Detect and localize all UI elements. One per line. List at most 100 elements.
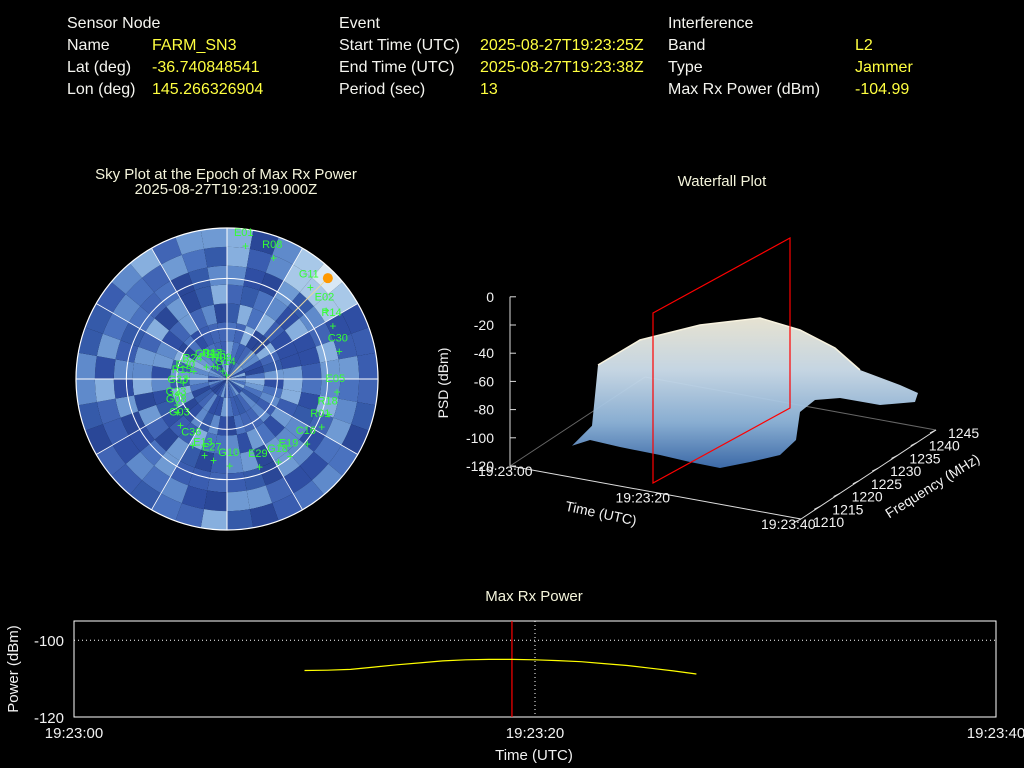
- sky-cell: [142, 465, 171, 494]
- sky-cell: [255, 397, 277, 416]
- satellite-label: G03: [169, 406, 190, 418]
- sky-cell: [236, 432, 253, 454]
- sky-cell: [208, 343, 221, 363]
- max-rx-power-title: Max Rx Power: [485, 588, 583, 605]
- satellite-label: E29: [248, 448, 268, 460]
- sky-cell: [227, 372, 246, 379]
- sky-cell: [210, 379, 227, 392]
- sky-cell: [128, 426, 155, 452]
- psd-surface-ridge: [597, 317, 861, 371]
- sky-cell: [207, 414, 221, 435]
- sky-cell: [151, 493, 182, 521]
- waterfall-plot: 0 -20 -40 -60 -80 -100 -120 PSD (dBm) 19:23:00 19…: [435, 236, 982, 532]
- sky-cell: [140, 439, 167, 466]
- sky-cell: [189, 428, 208, 450]
- sky-cell: [240, 286, 260, 309]
- satellite-label: R09: [211, 352, 231, 364]
- sky-cell: [201, 432, 218, 454]
- sky-cell: [240, 449, 260, 472]
- frequency-tick: [833, 493, 840, 498]
- satellite-label: G33: [167, 374, 188, 386]
- sky-cell: [175, 230, 205, 255]
- sky-cell: [241, 354, 260, 370]
- satellite-marker: +: [318, 420, 325, 434]
- sky-cell: [313, 294, 342, 323]
- sky-cell: [297, 392, 320, 412]
- satellite-marker: +: [183, 371, 190, 385]
- sky-cell: [236, 346, 252, 365]
- sky-cell: [201, 304, 218, 326]
- sky-cell: [76, 352, 97, 379]
- sky-cell: [208, 375, 227, 379]
- sky-cell: [341, 424, 369, 455]
- sky-cell: [200, 228, 227, 249]
- max-rx-power-line: [304, 658, 697, 675]
- sky-cell: [262, 359, 283, 373]
- sky-cell: [166, 436, 190, 461]
- frequency-tick: [814, 505, 821, 510]
- sky-cell: [230, 396, 240, 417]
- lat-label: Lat (deg): [67, 59, 132, 76]
- max-power-marker: [322, 273, 333, 284]
- sky-cell: [338, 356, 360, 379]
- lon-label: Lon (deg): [67, 81, 136, 98]
- sky-cell: [190, 407, 209, 429]
- sensor-name-value: FARM_SN3: [152, 37, 237, 54]
- sky-cell: [217, 379, 227, 397]
- sky-cell: [189, 379, 209, 386]
- sky-cell: [244, 366, 265, 376]
- sky-cell: [145, 318, 170, 342]
- band-value: L2: [855, 37, 873, 54]
- sky-cell: [227, 362, 240, 379]
- frequency-tick-label: 1240: [929, 438, 960, 454]
- sky-cell: [209, 369, 227, 379]
- sky-cell: [227, 490, 250, 512]
- satellite-marker: +: [189, 438, 196, 452]
- sky-cell: [152, 353, 174, 370]
- satellite-marker: +: [180, 376, 187, 390]
- satellite-marker: +: [226, 459, 233, 473]
- sky-cell: [191, 360, 211, 373]
- sky-cell: [202, 346, 218, 365]
- sky-cell: [217, 361, 227, 379]
- satellite-label: E26: [206, 349, 226, 361]
- sky-cell: [284, 318, 309, 342]
- satellite-label: G23: [166, 386, 187, 398]
- satellite-marker: +: [203, 360, 210, 374]
- satellite-label: R14: [321, 307, 341, 319]
- sky-cell: [85, 303, 113, 334]
- psd-tick-label: -80: [474, 402, 494, 418]
- sky-cell: [78, 401, 103, 431]
- sky-cell: [214, 341, 224, 362]
- sky-cell: [246, 428, 265, 450]
- sky-cell: [132, 379, 153, 396]
- sky-cell: [208, 379, 227, 383]
- max-power-direction-line: [226, 277, 329, 380]
- frequency-tick-label: 1245: [948, 425, 979, 441]
- sky-cell: [183, 335, 203, 355]
- psd-tick-label: -100: [466, 430, 494, 446]
- start-time-label: Start Time (UTC): [339, 37, 460, 54]
- sky-cell: [227, 434, 241, 455]
- sky-cell: [243, 385, 263, 398]
- azimuth-spoke: [251, 248, 303, 336]
- power-x-tick-label: 19:23:20: [506, 725, 564, 742]
- satellite-label: G08: [166, 394, 187, 406]
- sky-cell: [208, 372, 227, 379]
- sky-cell: [297, 346, 320, 366]
- sky-cell: [243, 467, 266, 491]
- psd-tick-label: -60: [474, 373, 494, 389]
- satellite-marker: +: [275, 455, 282, 469]
- sky-cell: [96, 398, 121, 425]
- sky-cell: [284, 416, 309, 440]
- power-x-tick-label: 19:23:40: [967, 725, 1024, 742]
- sky-cell: [259, 350, 281, 367]
- sky-cell: [96, 445, 126, 477]
- sky-cell: [212, 364, 227, 379]
- sky-cell: [166, 297, 190, 322]
- sky-cell: [111, 263, 143, 295]
- sky-cell: [299, 306, 326, 332]
- sky-cell: [233, 343, 246, 363]
- sky-cell: [152, 388, 174, 405]
- sky-cell: [236, 393, 252, 412]
